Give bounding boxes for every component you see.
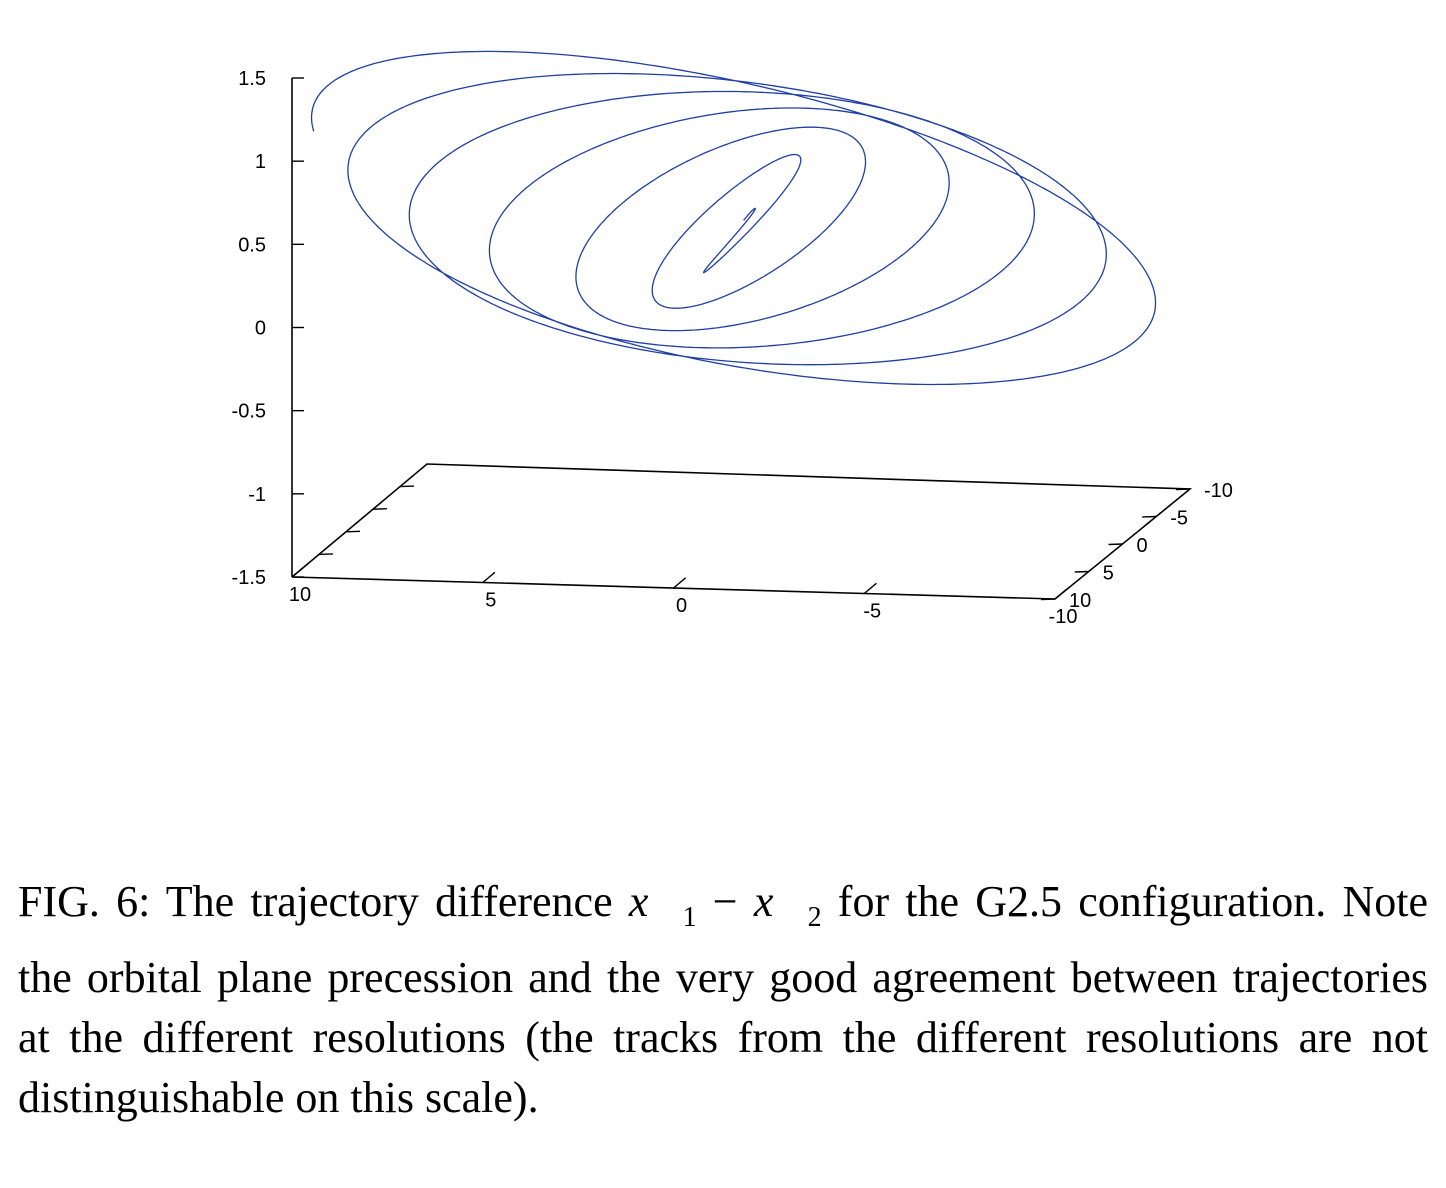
- x-tick-mark: [291, 566, 305, 578]
- x-tick-mark: [863, 582, 877, 595]
- x-tick-label: 0: [676, 595, 687, 617]
- x-tick-mark: [673, 577, 687, 589]
- z-tick-label: -0.5: [232, 401, 266, 423]
- x-tick-label: -10: [1049, 606, 1078, 628]
- caption-minus: −: [712, 877, 738, 926]
- y-tick-mark: [1108, 543, 1123, 546]
- axes-frame: [291, 78, 1193, 600]
- y-tick-mark: [1175, 488, 1191, 491]
- y-tick-label: -10: [1204, 480, 1233, 502]
- z-tick-label: 1.5: [238, 68, 266, 90]
- y-tick-mark-left: [318, 553, 334, 556]
- figure-caption: FIG. 6: The trajectory difference x⃗1 − …: [18, 872, 1428, 1128]
- x-tick-label: 10: [289, 584, 311, 606]
- x-tick-label: -5: [863, 601, 881, 623]
- y-tick-mark-left: [372, 508, 388, 510]
- caption-label: FIG. 6:: [18, 877, 151, 926]
- x-tick-mark: [482, 571, 496, 584]
- z-tick-label: -1.5: [232, 567, 266, 589]
- y-tick-mark: [1040, 598, 1056, 601]
- y-tick-label: 0: [1137, 535, 1148, 557]
- z-tick-label: 0: [255, 318, 266, 340]
- trajectory-3d-plot: 1.5 1 0.5 0 -0.5 -1 -1.5 10 5 0 -5 -10 10 5 0 -5 -10: [232, 50, 1233, 628]
- caption-vector-x2: x⃗2: [753, 877, 822, 933]
- y-tick-mark: [1142, 515, 1157, 518]
- z-tick-label: 1: [255, 151, 266, 173]
- axis-ticks: [291, 77, 1191, 601]
- y-tick-label: 10: [1069, 590, 1091, 612]
- y-tick-mark-left: [399, 485, 415, 488]
- caption-x2-symbol: x⃗: [753, 877, 808, 926]
- x-tick-label: 5: [485, 590, 496, 612]
- x-tick-mark: [1054, 588, 1068, 600]
- trajectory-line: [310, 50, 1157, 386]
- z-tick-label: -1: [248, 484, 266, 506]
- caption-x1-symbol: x⃗: [628, 877, 683, 926]
- y-tick-label: 5: [1103, 563, 1114, 585]
- caption-vector-x1: x⃗1: [628, 877, 697, 933]
- y-tick-label: -5: [1170, 508, 1188, 530]
- caption-text-before: The trajectory difference: [165, 877, 613, 926]
- trajectory-curve: [310, 50, 1157, 386]
- caption-x1-subscript: 1: [682, 901, 697, 933]
- caption-x2-subscript: 2: [807, 901, 822, 933]
- z-tick-label: 0.5: [238, 234, 266, 256]
- base-plane-frame: [291, 463, 1193, 600]
- caption-text-after: for the G2.5 configuration. Note the orb…: [18, 877, 1428, 1122]
- y-tick-mark-left: [345, 530, 361, 533]
- y-tick-mark: [1074, 570, 1089, 573]
